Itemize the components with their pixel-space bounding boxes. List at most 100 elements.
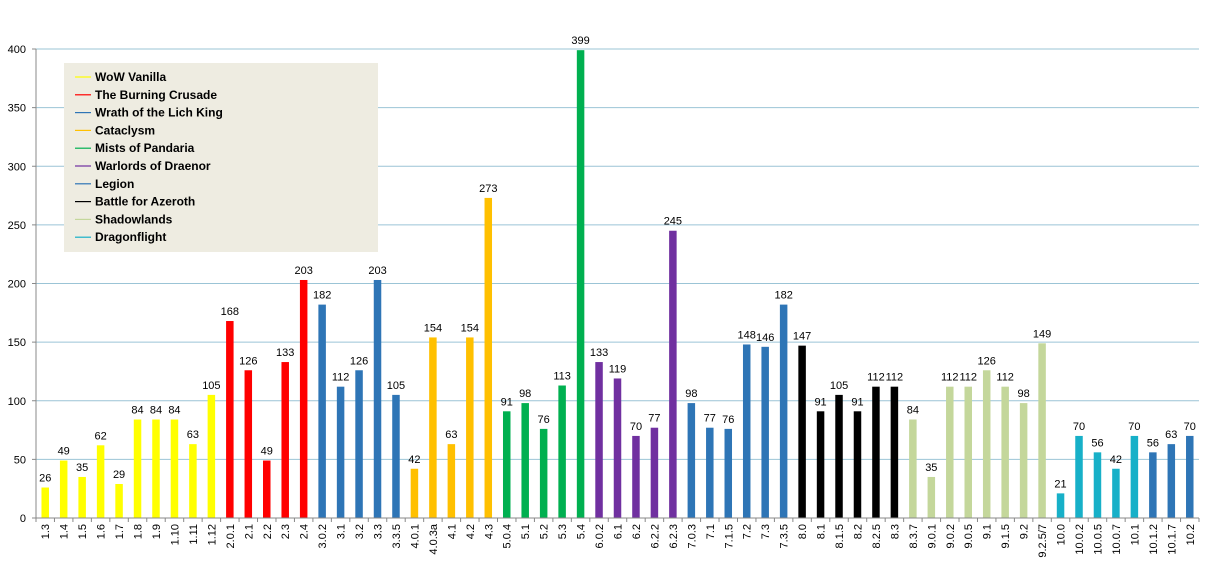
x-tick-label: 2.4 <box>299 524 311 539</box>
x-tick-label: 8.2 <box>852 524 864 539</box>
bar <box>484 197 493 518</box>
bar <box>318 304 326 518</box>
x-tick-label: 1.3 <box>40 524 52 539</box>
data-label: 70 <box>1184 421 1196 433</box>
data-label: 84 <box>907 405 919 417</box>
x-tick-label: 1.9 <box>151 524 163 539</box>
bar <box>521 403 529 518</box>
x-tick-label: 3.0.2 <box>317 524 329 548</box>
x-tick-label: 4.2 <box>465 524 477 539</box>
bar <box>115 483 123 518</box>
legend-item-label: Mists of Pandaria <box>95 141 195 155</box>
data-label: 49 <box>261 446 273 458</box>
bar <box>170 419 179 518</box>
bar <box>299 279 308 518</box>
data-label: 91 <box>851 396 863 408</box>
x-tick-label: 7.2 <box>742 524 754 539</box>
data-label: 399 <box>571 35 589 47</box>
legend-box <box>64 63 378 252</box>
y-tick-label: 300 <box>8 161 26 173</box>
data-label: 133 <box>276 347 294 359</box>
x-tick-label: 9.0.2 <box>945 524 957 548</box>
data-label: 273 <box>479 183 497 195</box>
data-label: 49 <box>58 446 70 458</box>
bar <box>927 476 936 518</box>
x-tick-label: 7.3 <box>760 524 772 539</box>
x-tick-label: 5.0.4 <box>502 524 514 548</box>
legend-item-label: Battle for Azeroth <box>95 195 195 209</box>
bar <box>632 435 640 518</box>
legend-item-label: Legion <box>95 177 134 191</box>
bar <box>152 419 160 518</box>
bar <box>226 321 234 518</box>
data-label: 146 <box>756 332 774 344</box>
bar <box>613 378 622 518</box>
x-tick-label: 6.2.3 <box>668 524 680 548</box>
x-tick-label: 1.5 <box>77 524 89 539</box>
y-tick-label: 150 <box>8 337 26 349</box>
bar <box>798 345 806 518</box>
data-label: 70 <box>630 421 642 433</box>
bar <box>59 460 68 518</box>
bar <box>982 370 991 518</box>
data-label: 70 <box>1073 421 1085 433</box>
bar <box>835 394 843 518</box>
x-tick-label: 10.0 <box>1056 524 1068 545</box>
data-label: 112 <box>959 372 977 384</box>
legend-item-label: Shadowlands <box>95 212 173 226</box>
x-tick-label: 10.2 <box>1185 524 1197 545</box>
bar <box>96 445 105 518</box>
x-tick-label: 3.3.5 <box>391 524 403 548</box>
x-tick-label: 9.1.5 <box>1000 524 1012 548</box>
bar <box>429 337 437 518</box>
data-label: 62 <box>94 430 106 442</box>
data-label: 105 <box>830 380 848 392</box>
x-tick-label: 1.12 <box>206 524 218 545</box>
x-tick-label: 1.7 <box>114 524 126 539</box>
bar <box>373 279 382 518</box>
data-label: 98 <box>519 388 531 400</box>
bar <box>1038 343 1046 518</box>
x-tick-label: 7.0.3 <box>686 524 698 548</box>
legend-item-label: The Burning Crusade <box>95 88 217 102</box>
x-tick-label: 7.1.5 <box>723 524 735 548</box>
bar <box>946 386 954 518</box>
bar <box>650 427 659 518</box>
x-tick-label: 9.0.1 <box>926 524 938 548</box>
x-tick-label: 7.1 <box>705 524 717 539</box>
x-tick-label: 6.2.2 <box>649 524 661 548</box>
bars <box>41 50 1194 519</box>
data-label: 112 <box>332 372 350 384</box>
data-label: 63 <box>445 429 457 441</box>
x-tick-label: 2.0.1 <box>225 524 237 548</box>
x-tick-label: 3.1 <box>336 524 348 539</box>
data-label: 133 <box>590 347 608 359</box>
bar <box>410 468 419 518</box>
bar <box>502 411 511 518</box>
data-label: 98 <box>1018 388 1030 400</box>
bar <box>1130 435 1139 518</box>
bar <box>687 403 696 518</box>
x-tick-label: 3.3 <box>373 524 385 539</box>
data-label: 105 <box>202 380 220 392</box>
legend-item-label: Dragonflight <box>95 230 166 244</box>
bar <box>207 394 216 518</box>
data-label: 148 <box>738 329 756 341</box>
bar <box>558 385 566 518</box>
bar <box>355 370 363 518</box>
bar <box>779 304 788 518</box>
data-label: 112 <box>867 372 885 384</box>
bar <box>909 419 917 518</box>
bar <box>1001 386 1009 518</box>
data-label: 112 <box>886 372 904 384</box>
x-tick-label: 10.1.2 <box>1148 524 1160 555</box>
x-tick-label: 8.2.5 <box>871 524 883 548</box>
data-label: 126 <box>239 355 257 367</box>
data-label: 42 <box>408 454 420 466</box>
x-tick-label: 9.2 <box>1019 524 1031 539</box>
data-label: 91 <box>814 396 826 408</box>
y-axis: 0 50 100 150 200 250 300 350 400 <box>8 44 37 525</box>
bar <box>447 444 456 518</box>
data-label: 42 <box>1110 454 1122 466</box>
data-label: 105 <box>387 380 405 392</box>
